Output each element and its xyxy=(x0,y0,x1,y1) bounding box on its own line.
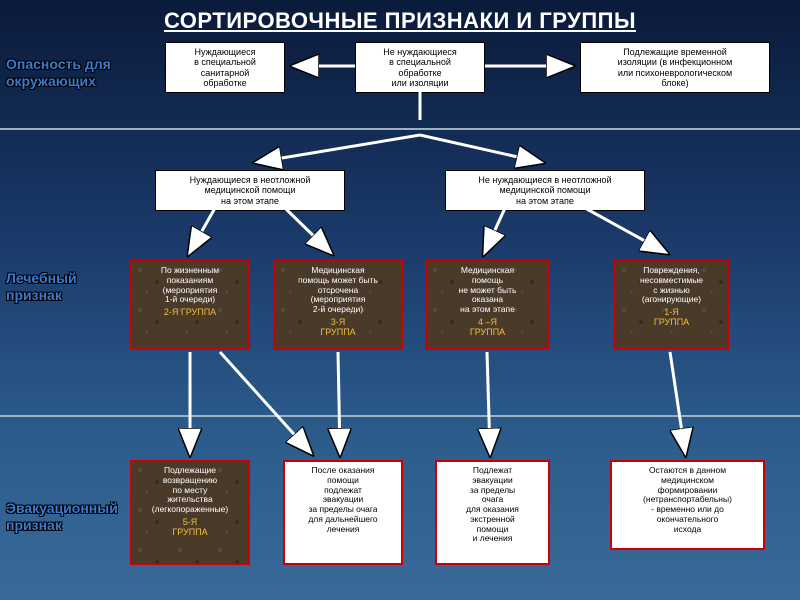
group-2-label: 2-Я ГРУППА xyxy=(136,307,244,317)
page-title: СОРТИРОВОЧНЫЕ ПРИЗНАКИ И ГРУППЫ xyxy=(0,0,800,38)
box-need-sanitary: Нуждающиесяв специальнойсанитарнойобрабо… xyxy=(165,42,285,93)
label-evac: Эвакуационныйпризнак xyxy=(6,500,118,534)
divider-2 xyxy=(0,415,800,417)
box-no-need-urgent: Не нуждающиеся в неотложноймедицинской п… xyxy=(445,170,645,211)
group-3: Медицинскаяпомощь может бытьотсрочена(ме… xyxy=(273,260,403,350)
group-4-label: 4 –ЯГРУППА xyxy=(431,317,544,338)
label-danger: Опасность дляокружающих xyxy=(6,56,111,90)
group-2: По жизненнымпоказаниям(мероприятия1-й оч… xyxy=(130,260,250,350)
group-1: Повреждения,несовместимыес жизнью(агонир… xyxy=(614,260,729,350)
evac-after-help: После оказанияпомощиподлежатэвакуацииза … xyxy=(283,460,403,565)
evac-urgent: Подлежатэвакуацииза пределыочагадля оказ… xyxy=(435,460,550,565)
stay-nontransport: Остаются в данноммедицинскомформировании… xyxy=(610,460,765,550)
group-1-text: Повреждения,несовместимыес жизнью(агонир… xyxy=(620,266,723,305)
divider-1 xyxy=(0,128,800,130)
group-5-label: 5-ЯГРУППА xyxy=(136,517,244,538)
box-no-need-sanitary: Не нуждающиесяв специальнойобработкеили … xyxy=(355,42,485,93)
label-medical: Лечебныйпризнак xyxy=(6,270,77,304)
group-3-text: Медицинскаяпомощь может бытьотсрочена(ме… xyxy=(279,266,397,315)
group-5: Подлежащиевозвращениюпо местужительства(… xyxy=(130,460,250,565)
box-need-urgent: Нуждающиеся в неотложноймедицинской помо… xyxy=(155,170,345,211)
group-1-label: 1-ЯГРУППА xyxy=(620,307,723,328)
group-4-text: Медицинскаяпомощьне может бытьоказанана … xyxy=(431,266,544,315)
group-5-text: Подлежащиевозвращениюпо местужительства(… xyxy=(136,466,244,515)
group-2-text: По жизненнымпоказаниям(мероприятия1-й оч… xyxy=(136,266,244,305)
box-isolation: Подлежащие временнойизоляции (в инфекцио… xyxy=(580,42,770,93)
group-3-label: 3-ЯГРУППА xyxy=(279,317,397,338)
group-4: Медицинскаяпомощьне может бытьоказанана … xyxy=(425,260,550,350)
